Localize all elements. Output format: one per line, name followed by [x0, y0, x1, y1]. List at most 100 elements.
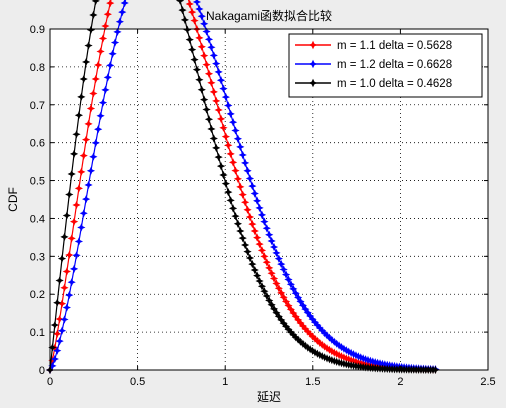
series-point [269, 274, 279, 283]
x-tick-label: 1 [222, 376, 228, 388]
x-tick-label: 0.5 [130, 376, 145, 388]
series-point [57, 254, 67, 263]
legend-label: m = 1.2 delta = 0.6628 [337, 59, 452, 71]
series-point [77, 92, 86, 101]
series-point [200, 19, 209, 28]
series-point [262, 224, 271, 233]
series-point [243, 166, 252, 175]
series-point [79, 74, 88, 84]
series-point [204, 35, 214, 44]
series-point [106, 0, 115, 8]
series-point [50, 354, 59, 364]
series-point [67, 278, 76, 287]
series-point [82, 57, 91, 67]
y-tick-label: 0.3 [30, 251, 45, 263]
series-point [245, 174, 255, 183]
series-point [226, 149, 235, 158]
series-point [65, 190, 74, 199]
series-point [91, 0, 100, 6]
legend-label: m = 1.0 delta = 0.4628 [337, 78, 452, 90]
series-point [274, 254, 283, 263]
series-point [197, 85, 206, 94]
series-point [55, 337, 64, 346]
series-point [185, 0, 194, 9]
series-point [226, 196, 235, 205]
y-tick-label: 0.1 [30, 327, 45, 339]
series-point [72, 130, 81, 139]
series-point [257, 246, 267, 255]
series-point [53, 298, 62, 307]
series-point [197, 12, 206, 21]
series-point [291, 289, 300, 298]
chart-title: Nakagami函数拟合比较 [206, 8, 332, 23]
series-point [236, 142, 245, 152]
series-point [267, 269, 276, 278]
series-point [253, 196, 262, 205]
series-point [238, 150, 247, 160]
series-point [255, 239, 264, 249]
series-point [216, 114, 226, 124]
series-point [248, 181, 257, 191]
series-layer [45, 0, 440, 375]
series-point [84, 180, 93, 190]
y-axis-label: CDF [6, 187, 20, 212]
series-point [277, 260, 286, 269]
series-point [228, 204, 238, 213]
series-point [115, 17, 124, 26]
series-point [98, 98, 108, 107]
series-point [209, 87, 218, 96]
series-point [219, 123, 228, 132]
legend-marker [308, 59, 318, 69]
series-point [212, 96, 221, 106]
series-point [260, 252, 269, 261]
series-point [188, 45, 197, 54]
series-point [82, 195, 91, 204]
series-point [241, 198, 250, 207]
series-point [272, 248, 281, 258]
series-point [262, 258, 271, 267]
series-point [60, 315, 69, 324]
series-point [202, 27, 211, 36]
series-point [79, 209, 88, 218]
series-point [248, 219, 257, 229]
series-point [322, 331, 332, 340]
series-point [185, 35, 194, 44]
series-point [60, 283, 69, 292]
series-point [84, 41, 93, 50]
series-point [255, 203, 264, 213]
series-point [192, 65, 202, 74]
series-point [257, 282, 267, 291]
series-point [178, 6, 187, 15]
legend-marker [308, 40, 318, 50]
series-point [241, 240, 250, 250]
series-point [195, 33, 204, 43]
series-point [202, 60, 211, 69]
series-point [269, 242, 279, 252]
series-point [53, 346, 62, 355]
series-point [200, 95, 209, 104]
series-point [233, 174, 243, 183]
series-point [231, 212, 240, 221]
series-point [118, 7, 127, 17]
series-point [224, 188, 233, 197]
series-point [214, 152, 223, 162]
series-point [89, 89, 98, 98]
series-point [69, 149, 79, 158]
series-point [103, 73, 112, 82]
series-point [260, 217, 269, 226]
legend-label: m = 1.1 delta = 0.5628 [337, 40, 452, 52]
series-point [120, 0, 129, 8]
series-point [197, 42, 206, 51]
series-point [233, 134, 243, 143]
series-point [74, 184, 84, 193]
series-point [79, 151, 88, 160]
series-point [318, 326, 327, 335]
series-point [250, 189, 259, 198]
y-tick-label: 0.2 [30, 289, 45, 301]
series-point [221, 132, 230, 141]
series-point [228, 158, 238, 167]
series-point [260, 287, 269, 296]
series-point [214, 67, 223, 77]
series-point [62, 267, 71, 276]
series-point [286, 280, 296, 289]
